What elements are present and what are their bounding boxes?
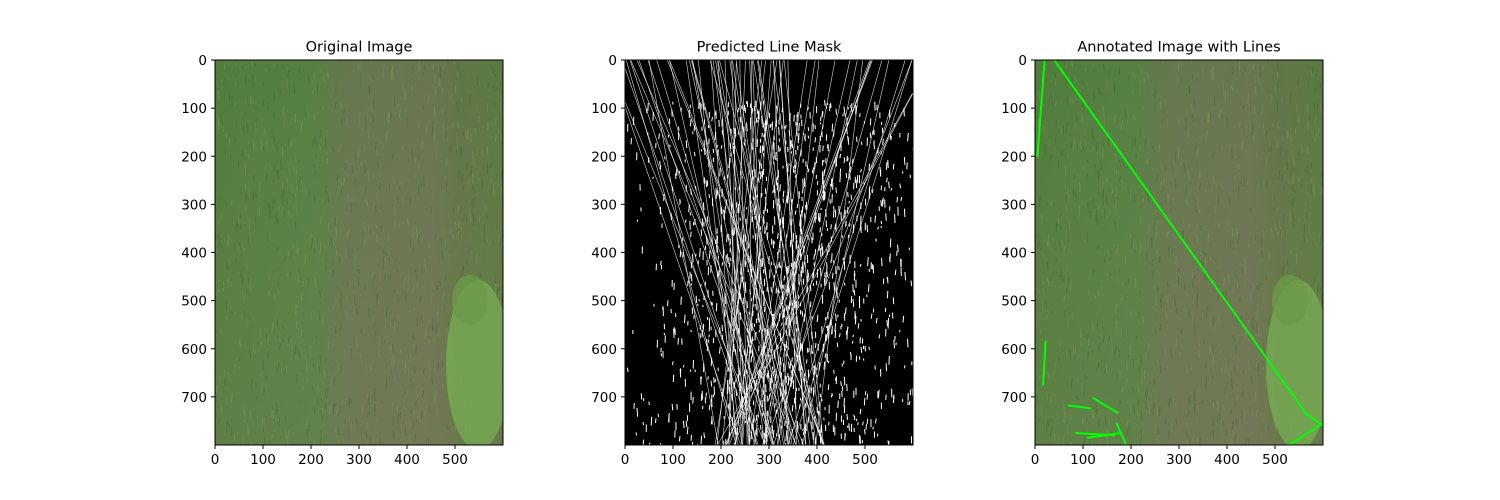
- y-tick-label: 400: [181, 246, 207, 262]
- panel-original-image: Original Image 0 100 200 300 400 500 0 100 200 30…: [181, 40, 504, 468]
- x-tick-label: 400: [804, 452, 830, 468]
- x-tick-label: 200: [1118, 452, 1144, 468]
- y-tick-label: 300: [591, 197, 617, 213]
- panel-annotated-image: Annotated Image with Lines 0 100 200 300 400…: [1001, 40, 1324, 468]
- field-photo: [215, 60, 503, 445]
- y-tick-label: 500: [591, 294, 617, 310]
- y-tick-label: 700: [1001, 390, 1027, 406]
- x-tick-label: 300: [346, 452, 372, 468]
- panel-predicted-line-mask: Predicted Line Mask 0 100 200 300 400 500 0 100…: [591, 40, 914, 468]
- x-tick-label: 300: [1166, 452, 1192, 468]
- detected-line: [1305, 412, 1323, 427]
- y-tick-label: 600: [181, 342, 207, 358]
- y-tick-label: 300: [1001, 197, 1027, 213]
- panel-title: Predicted Line Mask: [697, 40, 842, 56]
- y-tick-label: 100: [591, 101, 617, 117]
- detected-line: [1067, 404, 1092, 410]
- panel-title: Original Image: [306, 40, 413, 56]
- x-tick-label: 0: [621, 452, 630, 468]
- detected-line: [1092, 397, 1119, 414]
- x-tick-label: 500: [442, 452, 468, 468]
- detected-line: [1036, 60, 1046, 158]
- y-tick-label: 200: [591, 149, 617, 165]
- y-tick-label: 400: [591, 246, 617, 262]
- x-tick-label: 200: [708, 452, 734, 468]
- y-tick-label: 100: [1001, 101, 1027, 117]
- y-tick-label: 0: [1018, 53, 1027, 69]
- detected-line: [1042, 340, 1047, 386]
- detected-line: [1053, 60, 1308, 415]
- y-tick-label: 500: [1001, 294, 1027, 310]
- x-tick-label: 100: [660, 452, 686, 468]
- x-tick-label: 300: [756, 452, 782, 468]
- y-tick-label: 200: [181, 149, 207, 165]
- panel-title: Annotated Image with Lines: [1077, 40, 1280, 56]
- detected-line: [1288, 422, 1323, 445]
- x-tick-label: 500: [1262, 452, 1288, 468]
- x-tick-label: 100: [250, 452, 276, 468]
- x-tick-label: 400: [1214, 452, 1240, 468]
- x-tick-label: 0: [1031, 452, 1040, 468]
- y-tick-label: 200: [1001, 149, 1027, 165]
- y-tick-label: 600: [1001, 342, 1027, 358]
- y-tick-label: 0: [608, 53, 617, 69]
- detected-line: [1115, 422, 1128, 445]
- x-tick-label: 200: [298, 452, 324, 468]
- line-mask-image: [625, 60, 913, 445]
- detected-line: [1086, 431, 1123, 439]
- annotated-field-photo: [1035, 60, 1323, 445]
- y-tick-label: 400: [1001, 246, 1027, 262]
- bright-grass-patch: [446, 280, 503, 445]
- y-tick-label: 100: [181, 101, 207, 117]
- y-tick-label: 0: [198, 53, 207, 69]
- x-tick-label: 0: [211, 452, 220, 468]
- y-tick-label: 600: [591, 342, 617, 358]
- x-tick-label: 400: [394, 452, 420, 468]
- x-tick-label: 500: [852, 452, 878, 468]
- x-tick-label: 100: [1070, 452, 1096, 468]
- y-tick-label: 500: [181, 294, 207, 310]
- y-tick-label: 700: [591, 390, 617, 406]
- y-tick-label: 300: [181, 197, 207, 213]
- y-tick-label: 700: [181, 390, 207, 406]
